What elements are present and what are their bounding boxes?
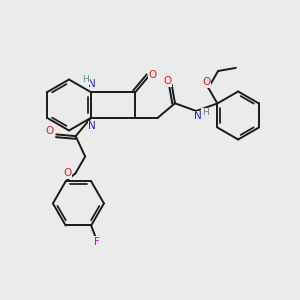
Text: O: O <box>63 168 71 178</box>
Text: N: N <box>88 121 96 131</box>
Text: F: F <box>94 237 100 247</box>
Text: O: O <box>148 70 157 80</box>
Text: O: O <box>203 77 211 88</box>
Text: N: N <box>194 111 202 122</box>
Text: H: H <box>82 75 89 84</box>
Text: O: O <box>46 126 54 136</box>
Text: N: N <box>88 79 96 89</box>
Text: H: H <box>202 108 208 117</box>
Text: O: O <box>163 76 171 86</box>
